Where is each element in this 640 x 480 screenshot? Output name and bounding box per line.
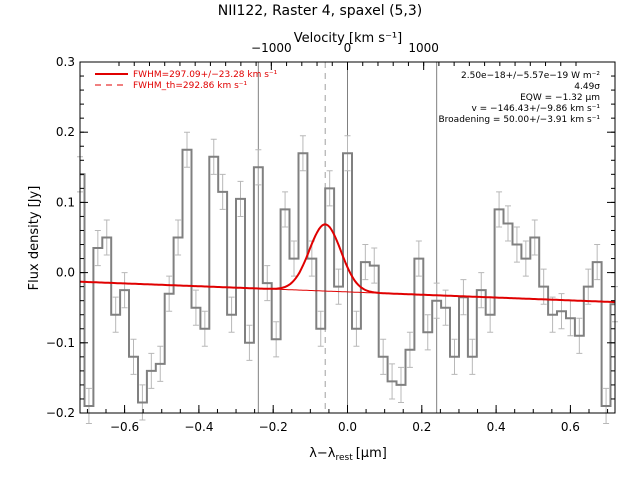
x-tick-label: −0.6 <box>110 420 139 434</box>
x-tick-label: −0.2 <box>259 420 288 434</box>
legend-label-0: FWHM=297.09+/−23.28 km s⁻¹ <box>133 70 278 80</box>
gaussian-fit-line <box>79 223 616 304</box>
fit-annotation-0: 2.50e−18+/−5.57e−19 W m⁻² <box>461 71 600 81</box>
top-axis-label: Velocity [km s⁻¹] <box>294 31 402 46</box>
fit-annotation-4: Broadening = 50.00+/−3.91 km s⁻¹ <box>439 115 601 125</box>
x-tick-label: 0.6 <box>561 420 580 434</box>
x-axis-label-main: λ−λ <box>309 446 336 461</box>
reference-lines <box>257 62 438 413</box>
x-tick-label: 0.4 <box>487 420 506 434</box>
top-tick-label: 1000 <box>408 41 439 55</box>
legend: FWHM=297.09+/−23.28 km s⁻¹FWHM_th=292.86… <box>95 70 278 91</box>
fit-annotation-3: v = −146.43+/−9.86 km s⁻¹ <box>471 104 600 114</box>
x-axis-label-unit: [μm] <box>356 446 387 461</box>
y-tick-label: −0.2 <box>46 406 75 420</box>
flux-histogram <box>80 148 615 407</box>
flux-histogram-line <box>80 148 615 407</box>
fit-annotation-2: EQW = −1.32 μm <box>520 93 600 103</box>
y-tick-label: 0.0 <box>56 266 75 280</box>
y-tick-label: 0.1 <box>56 195 75 209</box>
y-tick-label: −0.1 <box>46 336 75 350</box>
x-axis-label: λ−λrest [μm] <box>309 446 387 463</box>
fit-annotation-1: 4.49σ <box>574 82 600 92</box>
x-tick-label: 0.2 <box>412 420 431 434</box>
y-tick-label: 0.2 <box>56 125 75 139</box>
axes: −0.6 −0.4 −0.2 0.0 0.2 0.4 0.6 −0.2 −0.1 0.0 0.1 0.… <box>46 41 616 434</box>
model-fit <box>79 223 616 304</box>
x-axis-label-sub: rest <box>335 453 353 463</box>
x-tick-label: 0.0 <box>338 420 357 434</box>
y-tick-label: 0.3 <box>56 55 75 69</box>
top-tick-label: −1000 <box>251 41 292 55</box>
top-tick-label: 0 <box>344 41 352 55</box>
chart-title: NII122, Raster 4, spaxel (5,3) <box>218 3 423 19</box>
x-tick-label: −0.4 <box>184 420 213 434</box>
y-axis-label: Flux density [Jy] <box>27 186 42 291</box>
legend-label-1: FWHM_th=292.86 km s⁻¹ <box>133 81 248 91</box>
